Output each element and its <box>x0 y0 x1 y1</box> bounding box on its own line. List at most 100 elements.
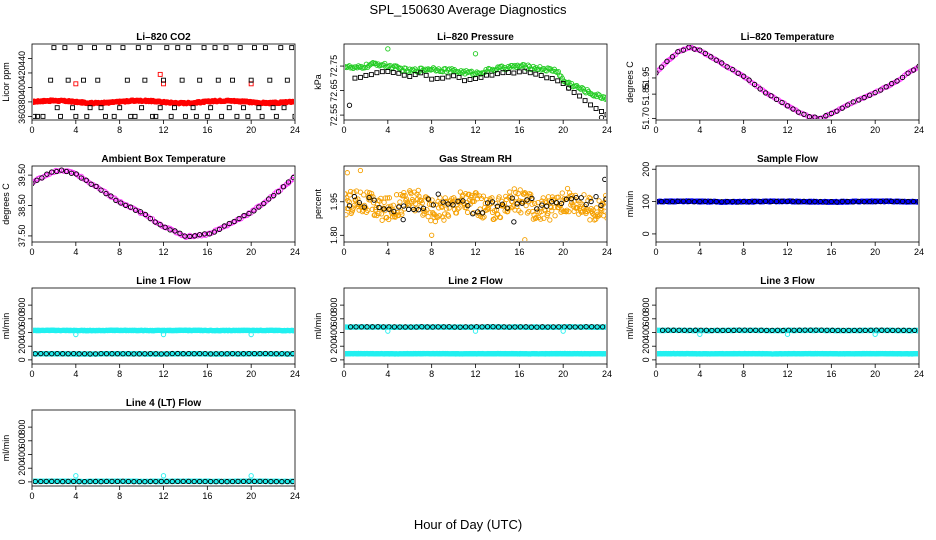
panel-gas-stream-rh: Gas Stream RH percent 0 4 8 12 16 20 24 1.80 1.95 <box>312 150 612 264</box>
data-point <box>757 198 763 205</box>
data-point <box>364 189 370 195</box>
data-point <box>58 113 63 119</box>
x-tick-label: 16 <box>514 369 524 379</box>
data-point <box>594 324 600 330</box>
data-point <box>352 75 358 81</box>
data-point <box>446 324 452 330</box>
data-point <box>462 71 468 77</box>
data-point <box>142 77 148 83</box>
data-point <box>676 327 682 333</box>
data-point <box>356 200 362 206</box>
data-point <box>364 324 370 330</box>
x-tick-label: 4 <box>73 125 78 135</box>
data-point <box>564 185 571 192</box>
panel-title: Line 2 Flow <box>448 276 503 287</box>
data-point <box>425 196 432 202</box>
data-point <box>346 199 352 205</box>
data-point <box>401 206 408 212</box>
data-point <box>51 45 57 51</box>
data-point <box>462 191 469 197</box>
data-point <box>81 77 86 83</box>
data-point <box>568 202 574 208</box>
data-point <box>135 45 141 51</box>
data-point <box>828 198 834 205</box>
x-tick-label: 16 <box>826 247 836 257</box>
x-tick-label: 20 <box>870 125 880 135</box>
data-point <box>152 219 158 225</box>
data-point <box>758 327 764 333</box>
y-tick-label: 600 <box>329 311 339 326</box>
data-point <box>496 194 502 200</box>
data-point <box>527 70 533 76</box>
data-point <box>256 204 262 210</box>
data-point <box>657 70 659 76</box>
data-point <box>579 84 585 91</box>
data-point <box>774 327 781 333</box>
data-point <box>659 327 666 333</box>
data-point <box>379 217 385 223</box>
x-tick-label: 4 <box>385 369 390 379</box>
data-point <box>697 47 703 53</box>
data-point <box>915 327 918 333</box>
data-point <box>455 206 461 212</box>
data-point <box>226 105 232 111</box>
data-point <box>872 89 878 96</box>
data-point <box>730 66 736 73</box>
data-point <box>565 85 572 91</box>
data-point <box>499 201 505 207</box>
y-tick-label: 1.80 <box>329 227 339 245</box>
data-point <box>713 198 719 205</box>
data-point <box>381 206 387 212</box>
data-point <box>366 195 372 201</box>
data-layer <box>657 45 918 119</box>
x-tick-label: 24 <box>290 369 300 379</box>
data-point <box>241 105 246 111</box>
data-point <box>604 351 606 357</box>
panel-title: Line 3 Flow <box>760 276 815 287</box>
data-point <box>511 219 517 225</box>
x-tick-label: 4 <box>73 491 78 501</box>
data-point <box>500 70 506 76</box>
y-axis-label: percent <box>313 188 323 219</box>
data-point <box>762 90 769 96</box>
y-tick-label: 38.50 <box>17 194 27 217</box>
x-tick-label: 20 <box>558 369 568 379</box>
data-point <box>603 324 606 330</box>
data-point <box>267 77 273 83</box>
data-point <box>262 45 268 51</box>
data-point <box>784 331 791 337</box>
data-point <box>675 198 681 204</box>
data-point <box>430 324 436 330</box>
panel-sample-flow: Sample Flow ml/min 0 4 8 12 16 20 24 0 100 200 <box>624 150 924 264</box>
data-point <box>604 112 606 118</box>
data-point <box>429 197 435 203</box>
panel-line4-flow: Line 4 (LT) Flow ml/min 0 4 8 12 16 20 24 0 200 400… <box>0 394 300 508</box>
data-point <box>49 351 55 357</box>
data-point <box>888 198 895 205</box>
data-point <box>275 189 282 195</box>
data-point <box>566 79 572 85</box>
data-point <box>192 233 198 239</box>
x-tick-label: 4 <box>697 125 702 135</box>
data-point <box>157 222 163 228</box>
x-tick-label: 16 <box>202 369 212 379</box>
data-point <box>539 324 545 330</box>
data-point <box>568 199 575 205</box>
data-point <box>441 324 447 330</box>
data-point <box>507 189 513 195</box>
data-point <box>157 105 163 111</box>
x-tick-label: 8 <box>429 247 434 257</box>
y-tick-label: 800 <box>329 298 339 313</box>
data-point <box>109 351 115 357</box>
data-point <box>111 113 117 119</box>
y-tick-label: 51.85 <box>641 83 651 106</box>
data-point <box>213 351 219 357</box>
data-point <box>523 324 529 330</box>
data-point <box>877 87 884 93</box>
panel-title: Ambient Box Temperature <box>101 154 226 165</box>
data-point <box>172 228 178 234</box>
data-point <box>118 200 124 206</box>
data-point <box>578 195 584 201</box>
